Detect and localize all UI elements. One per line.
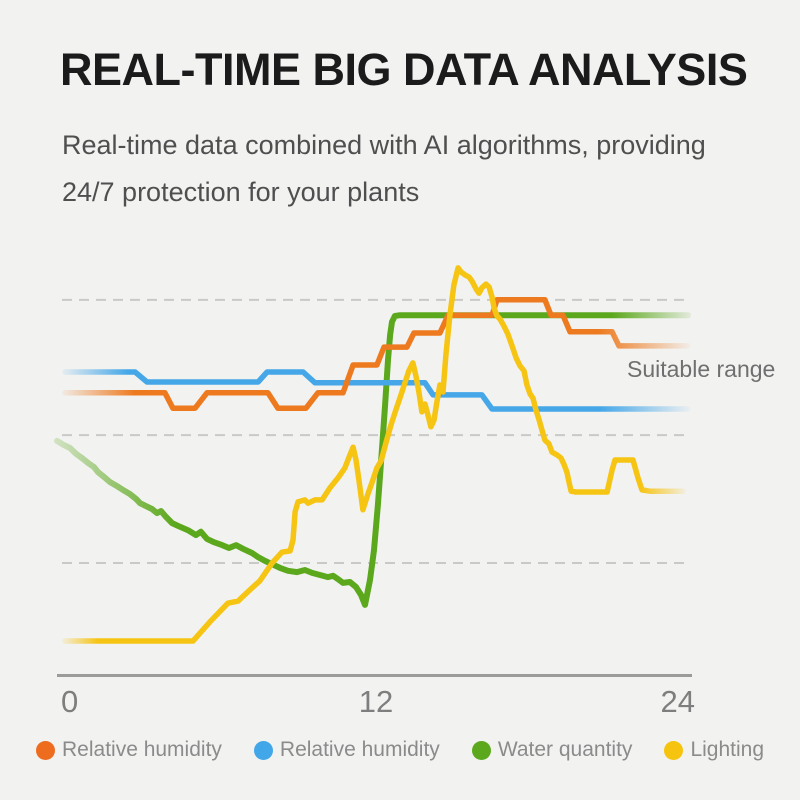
legend-dot-icon	[36, 740, 55, 760]
legend-label: Relative humidity	[279, 738, 440, 761]
subtitle-line-2: 24/7 protection for your plants	[62, 177, 420, 207]
x-tick-12: 12	[358, 684, 394, 719]
legend-item: Water quantity	[471, 738, 633, 762]
legend-item: Lighting	[664, 738, 764, 762]
x-axis-ticks: 0 12 24	[57, 684, 695, 719]
legend-dot-icon	[664, 740, 684, 760]
series-line-water-quantity	[54, 312, 691, 608]
legend-label: Relative humidity	[62, 738, 222, 761]
legend-item: Relative humidity	[253, 738, 440, 762]
series-line-relative-humidity	[62, 297, 691, 411]
suitable-range-label: Suitable range	[627, 356, 776, 382]
legend-dot-icon	[253, 740, 273, 760]
series-lines	[54, 265, 691, 644]
chart-legend: Relative humidity Relative humidity Water …	[0, 738, 800, 762]
x-tick-0: 0	[61, 684, 79, 719]
subtitle-line-1: Real-time data combined with AI algorith…	[62, 130, 706, 160]
x-tick-24: 24	[660, 684, 695, 719]
legend-item: Relative humidity	[36, 738, 222, 762]
legend-label: Lighting	[690, 738, 764, 761]
page-subtitle: Real-time data combined with AI algorith…	[62, 122, 762, 216]
gridlines	[62, 298, 690, 564]
legend-dot-icon	[471, 740, 491, 760]
series-line-lighting	[62, 265, 686, 644]
legend-label: Water quantity	[497, 738, 633, 761]
page-title: REAL-TIME BIG DATA ANALYSIS	[60, 44, 748, 95]
series-line-relative-humidity	[62, 369, 691, 412]
